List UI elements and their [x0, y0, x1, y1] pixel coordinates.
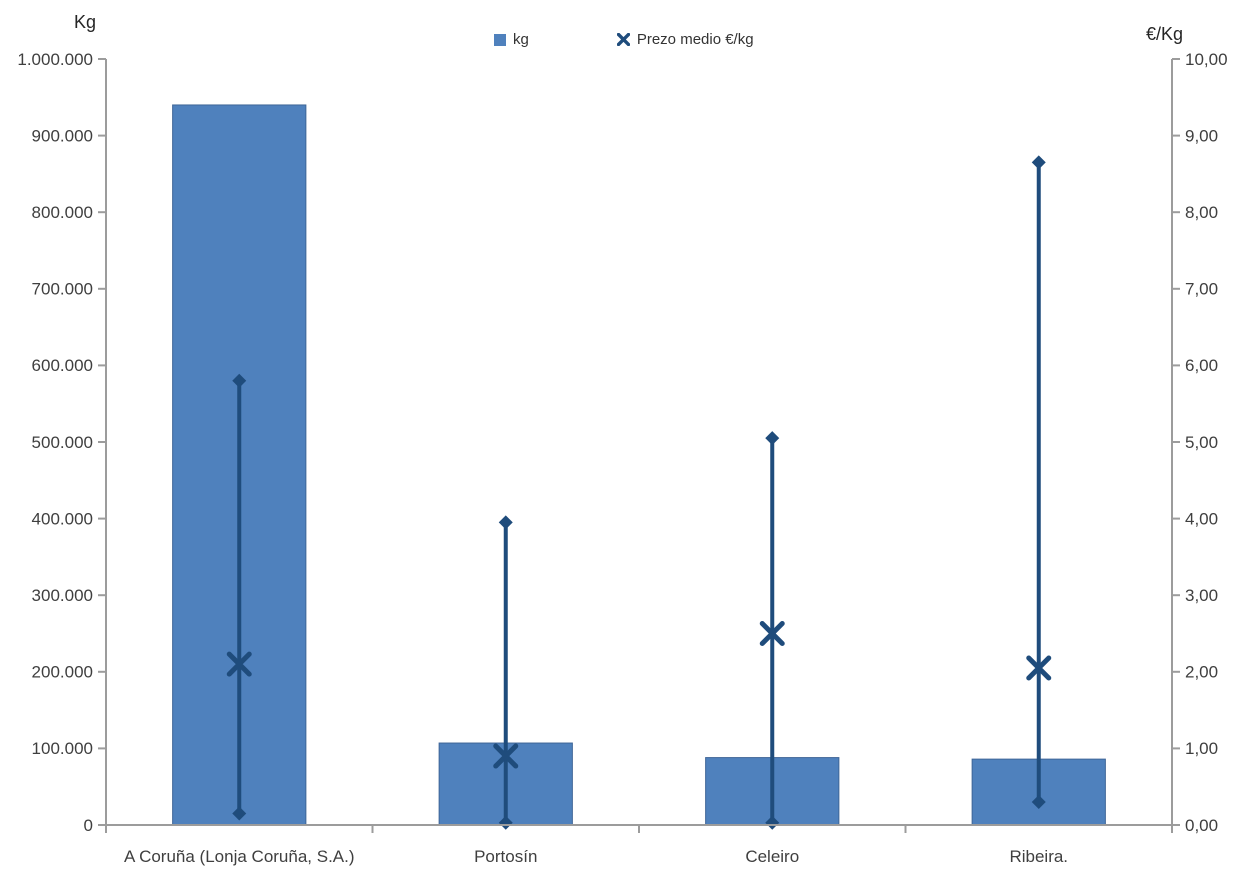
- price-min-diamond-marker: [232, 806, 247, 821]
- left-axis-tick-label: 1.000.000: [17, 50, 93, 69]
- left-axis-tick-label: 200.000: [32, 663, 93, 682]
- legend: kg Prezo medio €/kg: [494, 31, 754, 48]
- legend-label-kg: kg: [513, 31, 529, 48]
- category-label: Celeiro: [745, 847, 799, 866]
- avg-price-x-marker: [493, 743, 519, 769]
- left-axis-title: Kg: [74, 12, 97, 32]
- right-axis-tick-label: 6,00: [1185, 356, 1218, 375]
- category-label: Ribeira.: [1009, 847, 1068, 866]
- right-axis-tick-label: 0,00: [1185, 816, 1218, 835]
- x-marker-icon: [616, 33, 630, 46]
- left-axis-tick-label: 800.000: [32, 203, 93, 222]
- avg-price-x-marker: [1026, 655, 1052, 681]
- right-axis-tick-label: 1,00: [1185, 739, 1218, 758]
- right-axis-tick-label: 5,00: [1185, 433, 1218, 452]
- right-axis-title: €/Kg: [1146, 24, 1184, 44]
- avg-price-x-marker: [759, 621, 785, 646]
- avg-price-x-marker: [226, 651, 252, 677]
- legend-label-prezo-medio: Prezo medio €/kg: [636, 31, 754, 48]
- price-max-diamond-marker: [1031, 155, 1046, 170]
- category-label: Portosín: [474, 847, 537, 866]
- legend-item-prezo-medio: Prezo medio €/kg: [616, 31, 754, 48]
- price-min-diamond-marker: [1031, 795, 1046, 810]
- right-axis-tick-label: 2,00: [1185, 663, 1218, 682]
- left-axis-tick-label: 600.000: [32, 356, 93, 375]
- price-max-diamond-marker: [232, 373, 247, 388]
- price-min-diamond-marker: [498, 815, 513, 830]
- right-axis-tick-label: 8,00: [1185, 203, 1218, 222]
- left-axis-tick-label: 300.000: [32, 586, 93, 605]
- kg-series-swatch-icon: [494, 33, 506, 46]
- left-axis-tick-label: 500.000: [32, 433, 93, 452]
- right-axis-tick-label: 9,00: [1185, 126, 1218, 145]
- right-axis-tick-label: 4,00: [1185, 509, 1218, 528]
- right-axis-tick-label: 3,00: [1185, 586, 1218, 605]
- legend-item-kg: kg: [494, 31, 529, 48]
- left-axis-tick-label: 400.000: [32, 509, 93, 528]
- left-axis-tick-label: 900.000: [32, 126, 93, 145]
- price-max-diamond-marker: [765, 431, 780, 446]
- left-axis-tick-label: 0: [84, 816, 93, 835]
- left-axis-tick-label: 100.000: [32, 739, 93, 758]
- price-max-diamond-marker: [498, 515, 513, 530]
- right-axis-tick-label: 10,00: [1185, 50, 1228, 69]
- price-min-diamond-marker: [765, 815, 780, 830]
- category-label: A Coruña (Lonja Coruña, S.A.): [124, 847, 355, 866]
- right-axis-tick-label: 7,00: [1185, 280, 1218, 299]
- left-axis-tick-label: 700.000: [32, 280, 93, 299]
